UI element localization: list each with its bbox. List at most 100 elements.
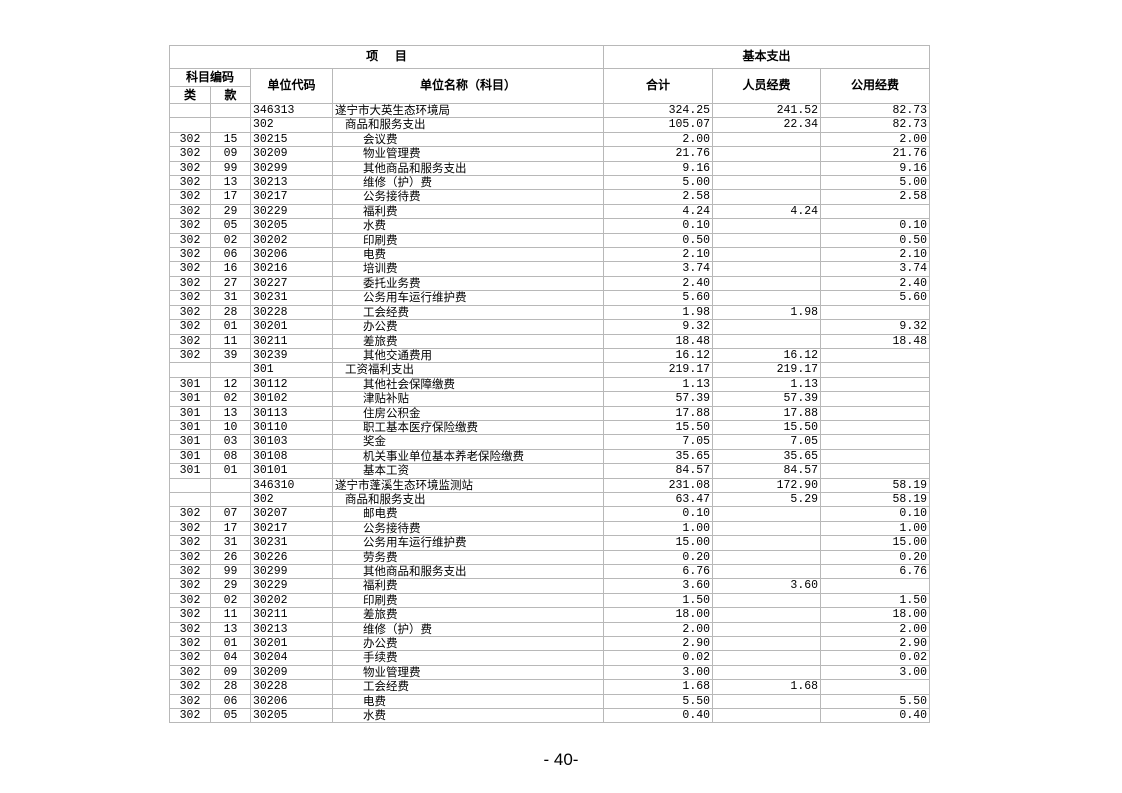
unit-name-cell: 印刷费 (331, 232, 605, 249)
unit-code-cell: 30205 (250, 708, 333, 724)
unit-code-cell: 30213 (250, 621, 333, 638)
unit-code-cell: 302 (250, 117, 333, 133)
unit-name-cell: 其他社会保障缴费 (331, 376, 605, 393)
unit-name-cell: 其他交通费用 (331, 347, 605, 364)
unit-name-cell: 商品和服务支出 (331, 117, 605, 133)
header-public: 公用经费 (820, 68, 931, 104)
table-row: 302 99 30299 其他商品和服务支出 9.16 9.16 (169, 160, 931, 177)
unit-code-cell: 30206 (250, 247, 333, 263)
section-cell: 09 (210, 664, 251, 681)
total-cell: 0.10 (603, 506, 714, 522)
public-cell (820, 434, 931, 450)
total-cell: 0.40 (603, 708, 714, 724)
total-cell: 5.60 (603, 290, 714, 306)
section-cell: 06 (210, 693, 251, 710)
class-cell: 302 (169, 347, 211, 364)
section-cell: 05 (210, 218, 251, 234)
personnel-cell: 15.50 (712, 419, 822, 436)
public-cell: 2.00 (820, 131, 931, 148)
personnel-cell (712, 520, 822, 537)
class-cell: 301 (169, 391, 211, 407)
personnel-cell (712, 146, 822, 162)
personnel-cell (712, 621, 822, 638)
page-number: - 40- (543, 750, 579, 769)
public-cell (820, 578, 931, 594)
table-row: 302 28 30228 工会经费 1.68 1.68 (169, 679, 931, 695)
unit-name-cell: 手续费 (331, 650, 605, 666)
class-cell: 302 (169, 189, 211, 205)
total-cell: 5.00 (603, 175, 714, 191)
unit-name-cell: 福利费 (331, 203, 605, 220)
personnel-cell (712, 175, 822, 191)
personnel-cell: 1.13 (712, 376, 822, 393)
public-cell: 9.16 (820, 160, 931, 177)
header-class: 类 (169, 86, 211, 104)
unit-name-cell: 差旅费 (331, 333, 605, 349)
table-row: 301 08 30108 机关事业单位基本养老保险缴费 35.65 35.65 (169, 448, 931, 465)
total-cell: 18.00 (603, 607, 714, 623)
class-cell: 302 (169, 203, 211, 220)
unit-code-cell: 30226 (250, 549, 333, 566)
table-row: 302 01 30201 办公费 9.32 9.32 (169, 319, 931, 335)
unit-code-cell: 30102 (250, 391, 333, 407)
public-cell: 82.73 (820, 102, 931, 119)
class-cell: 302 (169, 636, 211, 652)
table-row: 302 01 30201 办公费 2.90 2.90 (169, 636, 931, 652)
unit-name-cell: 公务接待费 (331, 520, 605, 537)
table-row: 301 03 30103 奖金 7.05 7.05 (169, 434, 931, 450)
public-cell (820, 419, 931, 436)
unit-name-cell: 培训费 (331, 261, 605, 277)
table-row: 302 06 30206 电费 2.10 2.10 (169, 247, 931, 263)
table-row: 302 29 30229 福利费 4.24 4.24 (169, 203, 931, 220)
class-cell (169, 491, 211, 508)
class-cell: 302 (169, 592, 211, 609)
personnel-cell (712, 549, 822, 566)
personnel-cell (712, 247, 822, 263)
unit-name-cell: 福利费 (331, 578, 605, 594)
class-cell: 302 (169, 708, 211, 724)
section-cell: 28 (210, 304, 251, 321)
public-cell: 0.50 (820, 232, 931, 249)
class-cell: 301 (169, 463, 211, 479)
public-cell: 5.00 (820, 175, 931, 191)
total-cell: 0.10 (603, 218, 714, 234)
total-cell: 2.10 (603, 247, 714, 263)
header-basic-expenditure: 基本支出 (603, 45, 931, 69)
class-cell: 302 (169, 520, 211, 537)
unit-name-cell: 工会经费 (331, 679, 605, 695)
section-cell: 99 (210, 563, 251, 580)
unit-code-cell: 346313 (250, 102, 333, 119)
personnel-cell: 241.52 (712, 102, 822, 119)
personnel-cell: 17.88 (712, 405, 822, 421)
personnel-cell (712, 131, 822, 148)
table-body: 346313 遂宁市大英生态环境局 324.25 241.52 82.73 302 商品和服… (169, 102, 931, 724)
total-cell: 0.02 (603, 650, 714, 666)
total-cell: 4.24 (603, 203, 714, 220)
section-cell: 09 (210, 146, 251, 162)
total-cell: 0.20 (603, 549, 714, 566)
unit-name-cell: 邮电费 (331, 506, 605, 522)
total-cell: 17.88 (603, 405, 714, 421)
unit-code-cell: 30299 (250, 563, 333, 580)
unit-code-cell: 30209 (250, 664, 333, 681)
table-row: 302 99 30299 其他商品和服务支出 6.76 6.76 (169, 563, 931, 580)
class-cell: 302 (169, 506, 211, 522)
class-cell: 301 (169, 448, 211, 465)
public-cell: 5.50 (820, 693, 931, 710)
public-cell: 0.10 (820, 218, 931, 234)
total-cell: 15.00 (603, 535, 714, 551)
public-cell: 0.10 (820, 506, 931, 522)
personnel-cell (712, 333, 822, 349)
table-row: 302 13 30213 维修（护）费 5.00 5.00 (169, 175, 931, 191)
personnel-cell (712, 506, 822, 522)
table-row: 301 10 30110 职工基本医疗保险缴费 15.50 15.50 (169, 419, 931, 436)
unit-name-cell: 奖金 (331, 434, 605, 450)
public-cell: 0.02 (820, 650, 931, 666)
table-row: 302 16 30216 培训费 3.74 3.74 (169, 261, 931, 277)
table-row: 302 02 30202 印刷费 0.50 0.50 (169, 232, 931, 249)
unit-name-cell: 职工基本医疗保险缴费 (331, 419, 605, 436)
section-cell: 16 (210, 261, 251, 277)
public-cell: 0.40 (820, 708, 931, 724)
unit-name-cell: 电费 (331, 693, 605, 710)
table-row: 302 02 30202 印刷费 1.50 1.50 (169, 592, 931, 609)
